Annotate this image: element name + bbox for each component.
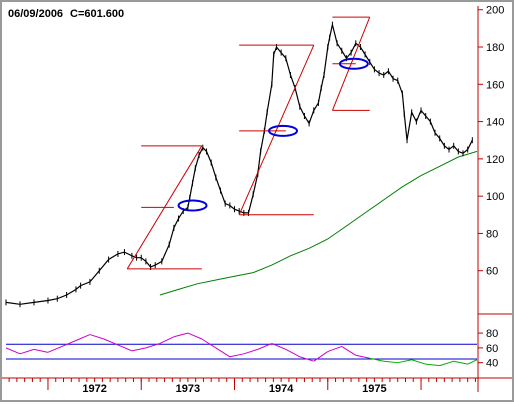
year-tick-label: 1975 xyxy=(362,383,386,395)
oscillator-segment xyxy=(411,359,426,365)
oscillator-segment xyxy=(201,338,217,349)
oscillator-segment xyxy=(173,332,188,338)
moving-average-line xyxy=(159,150,478,296)
header-close: C=601.600 xyxy=(70,8,124,20)
tick-label-layer: 60 80 100 120 140 160 180 200 80 60 40 1972 1973 1974… xyxy=(8,5,504,395)
moving-average-layer xyxy=(159,150,478,296)
oscillator-segment xyxy=(131,347,147,352)
oscillator-segment xyxy=(117,344,133,352)
oscillator-segment xyxy=(439,360,454,367)
price-y-tick-label: 180 xyxy=(486,42,504,54)
oscillator-segment xyxy=(89,334,105,340)
price-y-tick-label: 120 xyxy=(486,154,504,166)
oscillator-segment xyxy=(327,345,342,353)
oscillator-segment xyxy=(257,342,273,350)
year-tick-label: 1974 xyxy=(269,383,294,395)
oscillator-segment xyxy=(33,348,49,353)
oscillator-segment xyxy=(397,359,412,364)
oscillator-segment xyxy=(299,356,314,362)
oscillator-segment xyxy=(285,348,301,358)
oscillator-segment xyxy=(467,359,478,365)
oscillator-segment xyxy=(145,342,161,349)
osc-y-tick-label: 80 xyxy=(486,328,498,340)
oscillator-segment xyxy=(103,338,119,346)
oscillator-segment xyxy=(383,360,398,364)
oscillator-segment xyxy=(229,353,244,358)
highlight-marker xyxy=(338,57,369,70)
price-y-tick-label: 160 xyxy=(486,79,504,91)
oscillator-segment xyxy=(313,351,329,362)
oscillator-segment xyxy=(159,336,175,344)
oscillator-segment xyxy=(61,340,77,347)
oscillator-segment xyxy=(341,345,357,356)
year-tick-label: 1972 xyxy=(82,383,106,395)
oscillator-segment xyxy=(271,342,286,350)
trendline xyxy=(238,44,315,215)
oscillator-segment xyxy=(369,357,384,362)
oscillator-segment xyxy=(187,332,203,340)
oscillator-segment xyxy=(5,347,21,355)
oscillator-segment xyxy=(243,348,258,355)
header-date: 06/09/2006 xyxy=(8,8,63,20)
oscillator-segment xyxy=(19,348,35,355)
oscillator-layer xyxy=(5,332,478,367)
year-tick-label: 1973 xyxy=(176,383,200,395)
osc-y-tick-label: 40 xyxy=(486,358,498,370)
oscillator-segment xyxy=(425,363,440,367)
price-y-tick-label: 100 xyxy=(486,191,504,203)
oscillator-segment xyxy=(355,354,370,359)
oscillator-segment xyxy=(47,345,63,353)
highlight-marker xyxy=(177,199,208,212)
trendline-layer xyxy=(126,16,371,270)
oscillator-segment xyxy=(75,334,91,341)
price-y-tick-label: 140 xyxy=(486,117,504,129)
marker-layer xyxy=(177,57,369,212)
highlight-marker xyxy=(268,124,299,137)
price-y-tick-label: 80 xyxy=(486,228,498,240)
oscillator-segment xyxy=(453,360,468,365)
price-y-tick-label: 60 xyxy=(486,266,498,278)
oscillator-segment xyxy=(215,347,231,358)
price-y-tick-label: 200 xyxy=(486,5,504,17)
osc-y-tick-label: 60 xyxy=(486,343,498,355)
